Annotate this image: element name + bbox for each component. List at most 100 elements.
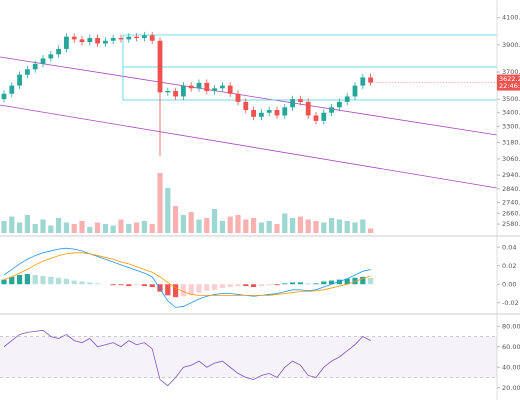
- macd-histogram-bar: [141, 284, 147, 287]
- y-tick-label: 3180.00: [502, 139, 520, 147]
- y-tick-label: 2940.00: [502, 171, 520, 179]
- macd-histogram-bar: [235, 284, 241, 287]
- macd-histogram-bar: [24, 274, 30, 285]
- candle-body: [157, 40, 163, 93]
- candle-body: [282, 107, 288, 116]
- volume-bar: [157, 173, 163, 233]
- macd-histogram-bar: [134, 284, 140, 286]
- volume-bar: [219, 221, 225, 233]
- candle-body: [64, 36, 69, 49]
- macd-histogram-bar: [251, 284, 257, 288]
- signal-line: [3, 252, 371, 296]
- volume-bar: [95, 222, 101, 233]
- macd-histogram-bar: [48, 276, 54, 285]
- candle-body: [220, 85, 225, 89]
- macd-histogram-bar: [32, 275, 38, 285]
- candle-body: [25, 69, 30, 75]
- candle-body: [313, 115, 319, 121]
- volume-bar: [235, 215, 241, 233]
- volume-bar: [110, 225, 116, 233]
- y-tick-label: 3060.00: [502, 155, 520, 163]
- volume-bar: [305, 219, 311, 233]
- y-tick-label: 2740.00: [502, 198, 520, 206]
- candle-body: [95, 38, 100, 44]
- macd-histogram-bar: [290, 282, 296, 285]
- candle-body: [274, 110, 280, 116]
- macd-histogram-bar: [321, 281, 327, 285]
- price-tag: [497, 74, 520, 91]
- volume-bar: [40, 219, 46, 233]
- rsi-band: [0, 336, 497, 378]
- macd-histogram-bar: [40, 275, 46, 285]
- macd-histogram-bar: [180, 284, 186, 297]
- candle-body: [243, 101, 249, 111]
- macd-histogram-bar: [188, 284, 194, 295]
- candle-body: [165, 91, 171, 93]
- y-tick-label: 80.00: [502, 322, 520, 330]
- price-tag-countdown: 22:46:54: [499, 82, 520, 90]
- macd-histogram-bar: [1, 279, 7, 285]
- candle-body: [321, 112, 327, 121]
- volume-bar: [149, 224, 155, 233]
- macd-histogram-bar: [126, 284, 132, 287]
- macd-line: [3, 247, 371, 308]
- volume-bar: [196, 219, 202, 233]
- volume-bar: [344, 221, 350, 233]
- macd-histogram-bar: [118, 284, 124, 286]
- candle-body: [352, 85, 358, 97]
- volume-bar: [352, 222, 358, 233]
- macd-histogram-bar: [368, 277, 374, 285]
- volume-bar: [126, 224, 132, 233]
- macd-histogram-bar: [297, 282, 303, 285]
- macd-histogram-bar: [305, 283, 311, 285]
- candle-body: [79, 39, 85, 43]
- y-tick-label: 2580.00: [502, 220, 520, 228]
- macd-histogram-bar: [274, 284, 280, 286]
- macd-histogram-bar: [95, 283, 101, 285]
- y-tick-label: 3500.00: [502, 95, 520, 103]
- y-tick-label: 20.00: [502, 384, 520, 392]
- macd-histogram-bar: [329, 280, 335, 285]
- macd-histogram-bar: [258, 284, 264, 287]
- candle-body: [235, 93, 241, 102]
- macd-histogram-bar: [336, 279, 342, 285]
- volume-bar: [274, 224, 280, 233]
- y-tick-label: -0.02: [502, 299, 519, 307]
- channel-line: [0, 104, 498, 189]
- y-tick-label: 2840.00: [502, 185, 520, 193]
- volume-bar: [258, 222, 264, 233]
- candle-body: [204, 82, 210, 92]
- candle-body: [149, 35, 155, 41]
- macd-histogram-bar: [227, 284, 233, 288]
- volume-bar: [188, 212, 194, 233]
- candle-body: [344, 96, 350, 102]
- macd-histogram-bar: [71, 280, 77, 285]
- candle-body: [337, 101, 342, 108]
- candle-body: [251, 110, 256, 117]
- macd-histogram-bar: [282, 283, 288, 285]
- candle-body: [142, 35, 147, 39]
- volume-bar: [32, 224, 38, 233]
- macd-histogram-bar: [196, 284, 202, 293]
- macd-histogram-bar: [313, 283, 319, 285]
- macd-histogram-bar: [56, 277, 62, 285]
- volume-bar: [321, 222, 327, 233]
- candle-body: [196, 82, 202, 89]
- candle-body: [126, 36, 132, 40]
- volume-bar: [102, 224, 108, 233]
- volume-bar: [17, 222, 23, 233]
- candle-body: [110, 38, 116, 41]
- y-tick-label: 0.00: [502, 280, 516, 288]
- y-tick-label: 4100.00: [502, 14, 520, 22]
- macd-histogram-bar: [212, 284, 218, 290]
- rsi-line: [3, 329, 371, 387]
- volume-bar: [360, 219, 366, 233]
- volume-bar: [180, 215, 186, 233]
- candle-body: [71, 36, 77, 40]
- y-tick-label: 60.00: [502, 343, 520, 351]
- candle-body: [56, 48, 61, 55]
- volume-bar: [1, 221, 7, 233]
- y-tick-label: 3300.00: [502, 122, 520, 130]
- y-tick-label: 0.04: [502, 243, 516, 251]
- macd-histogram-bar: [63, 278, 69, 285]
